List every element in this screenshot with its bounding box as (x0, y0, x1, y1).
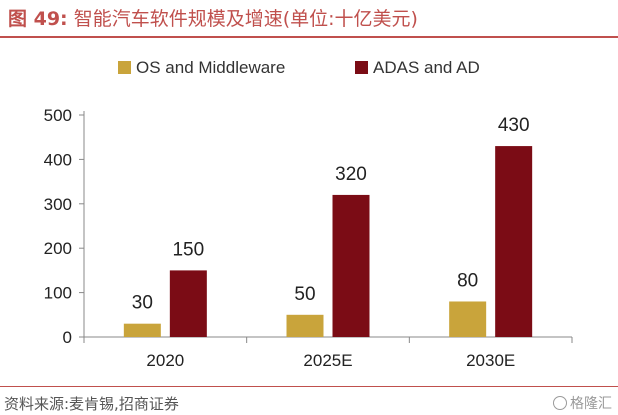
bar-0-0 (123, 323, 161, 337)
bar-1-0 (169, 270, 207, 337)
y-tick-label: 100 (44, 284, 72, 303)
data-label-1-0: 150 (172, 239, 204, 260)
figure-title-text: 智能汽车软件规模及增速(单位:十亿美元) (73, 8, 418, 30)
data-label-1-1: 320 (335, 164, 367, 185)
legend-label-1: ADAS and AD (373, 58, 480, 77)
bar-1-2 (495, 146, 533, 337)
bottom-rule (0, 386, 618, 387)
bar-1-1 (332, 194, 370, 337)
figure-label: 图 49: (8, 8, 68, 30)
chart-legend: OS and Middleware ADAS and AD (118, 58, 480, 77)
bar-0-2 (449, 301, 487, 337)
x-tick-label: 2025E (303, 351, 352, 370)
y-tick-label: 200 (44, 239, 72, 258)
legend-swatch-0 (118, 61, 131, 74)
x-tick-label: 2020 (146, 351, 184, 370)
watermark: 格隆汇 (553, 393, 612, 413)
data-label-1-2: 430 (498, 115, 530, 136)
bars (123, 146, 533, 337)
source-note: 资料来源:麦肯锡,招商证券 (4, 395, 179, 413)
y-tick-label: 400 (44, 150, 72, 169)
data-labels: 30 150 50 320 80 430 (132, 115, 530, 314)
watermark-logo-icon (553, 396, 567, 410)
bar-0-1 (286, 314, 324, 337)
title-rule (0, 36, 618, 38)
data-label-0-0: 30 (132, 293, 153, 314)
y-axis: 0 100 200 300 400 500 (44, 106, 85, 347)
y-tick-label: 0 (63, 328, 72, 347)
y-tick-label: 300 (44, 195, 72, 214)
figure-title: 图 49: 智能汽车软件规模及增速(单位:十亿美元) (8, 4, 418, 31)
legend-swatch-1 (355, 61, 368, 74)
y-tick-label: 500 (44, 106, 72, 125)
x-axis: 2020 2025E 2030E (83, 336, 573, 370)
watermark-text: 格隆汇 (570, 396, 612, 412)
data-label-0-2: 80 (457, 270, 478, 291)
data-label-0-1: 50 (294, 284, 315, 305)
x-tick-label: 2030E (466, 351, 515, 370)
legend-label-0: OS and Middleware (136, 58, 285, 77)
bar-chart: OS and Middleware ADAS and AD 0 100 200 300 4… (44, 58, 573, 370)
